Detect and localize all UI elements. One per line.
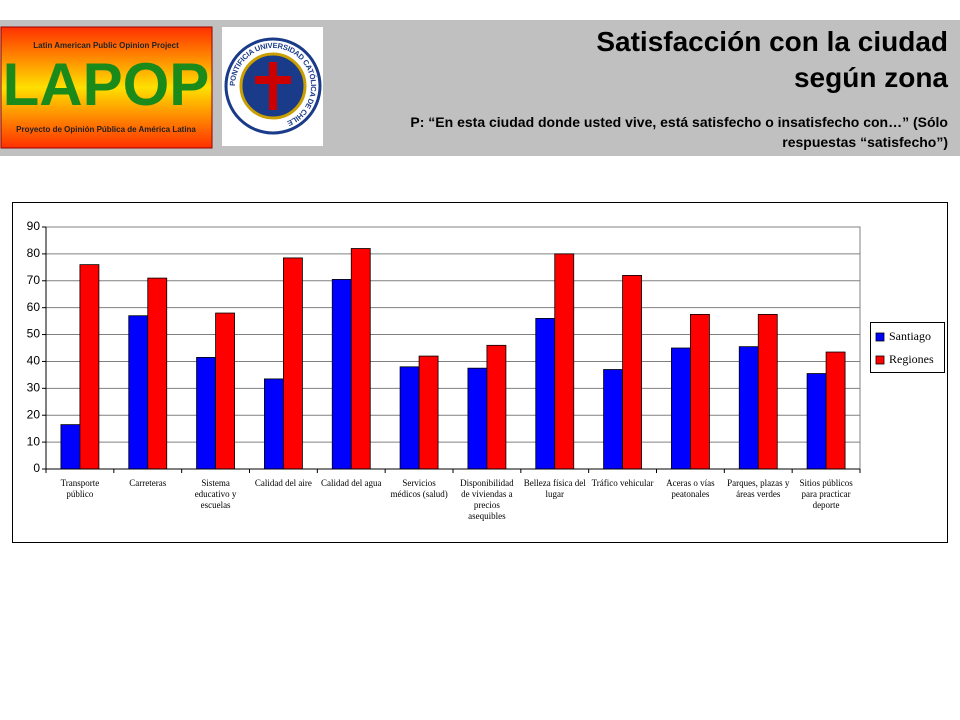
y-tick-label: 60	[27, 300, 41, 314]
y-tick-label: 10	[27, 434, 41, 448]
x-tick-label: Transporte público	[60, 478, 100, 499]
y-tick-label: 80	[27, 246, 41, 260]
legend-swatch	[875, 355, 885, 365]
x-tick-label: Disponibilidad de viviendas a precios as…	[460, 478, 514, 521]
bar	[128, 315, 149, 470]
y-tick-label: 0	[33, 461, 40, 475]
y-tick-label: 50	[27, 327, 41, 341]
x-tick-label: Calidad del aire	[254, 478, 312, 488]
bar	[215, 312, 235, 470]
lapop-logo	[0, 26, 213, 149]
bar	[147, 277, 168, 470]
bar	[79, 264, 100, 470]
y-tick-label: 90	[27, 219, 41, 233]
bar	[825, 351, 846, 470]
legend-swatch	[875, 332, 885, 342]
bar	[486, 344, 507, 470]
y-tick-label: 70	[27, 273, 41, 287]
bar	[554, 253, 575, 470]
bar	[671, 347, 691, 470]
legend-label: Regiones	[889, 352, 934, 366]
logo-top: Latin American Public Opinion Project	[33, 41, 179, 50]
seal-cross	[255, 76, 291, 84]
seal-cross	[269, 62, 277, 110]
bar	[196, 357, 216, 470]
x-tick-label: Carreteras	[129, 478, 167, 488]
bar	[467, 367, 488, 470]
subtitle: P: “En esta ciudad donde usted vive, est…	[410, 114, 948, 150]
x-tick-label: Tráfico vehicular	[591, 478, 654, 488]
bar	[603, 369, 623, 470]
bar	[738, 346, 759, 470]
y-tick-label: 30	[27, 381, 41, 395]
bar	[283, 257, 303, 470]
bar	[806, 373, 827, 470]
bar	[399, 366, 420, 470]
y-tick-label: 20	[27, 407, 41, 421]
x-tick-label: Belleza física del lugar	[523, 478, 586, 499]
x-tick-label: Servicios médicos (salud)	[390, 478, 448, 499]
bar	[264, 378, 284, 470]
bar	[60, 424, 81, 470]
y-tick-label: 40	[27, 354, 41, 368]
bar	[418, 355, 439, 470]
bar	[535, 318, 556, 470]
title: Satisfacción con la ciudad según zona	[596, 26, 948, 93]
bar	[757, 313, 778, 470]
x-tick-label: Sitios públicos para practicar deporte	[799, 478, 853, 510]
x-tick-label: Sistema educativo y escuelas	[194, 478, 237, 510]
bar	[350, 248, 371, 470]
legend-label: Santiago	[889, 329, 931, 343]
x-tick-label: Parques, plazas y áreas verdes	[727, 478, 790, 499]
bar	[331, 279, 352, 470]
x-tick-label: Aceras o vías peatonales	[666, 478, 715, 499]
plot-area	[45, 226, 861, 470]
bar	[622, 274, 642, 470]
x-tick-label: Calidad del agua	[321, 478, 382, 488]
bar	[690, 313, 710, 470]
logo-name: LAPOP	[3, 51, 210, 118]
logo-bottom: Proyecto de Opinión Pública de América L…	[16, 125, 196, 134]
